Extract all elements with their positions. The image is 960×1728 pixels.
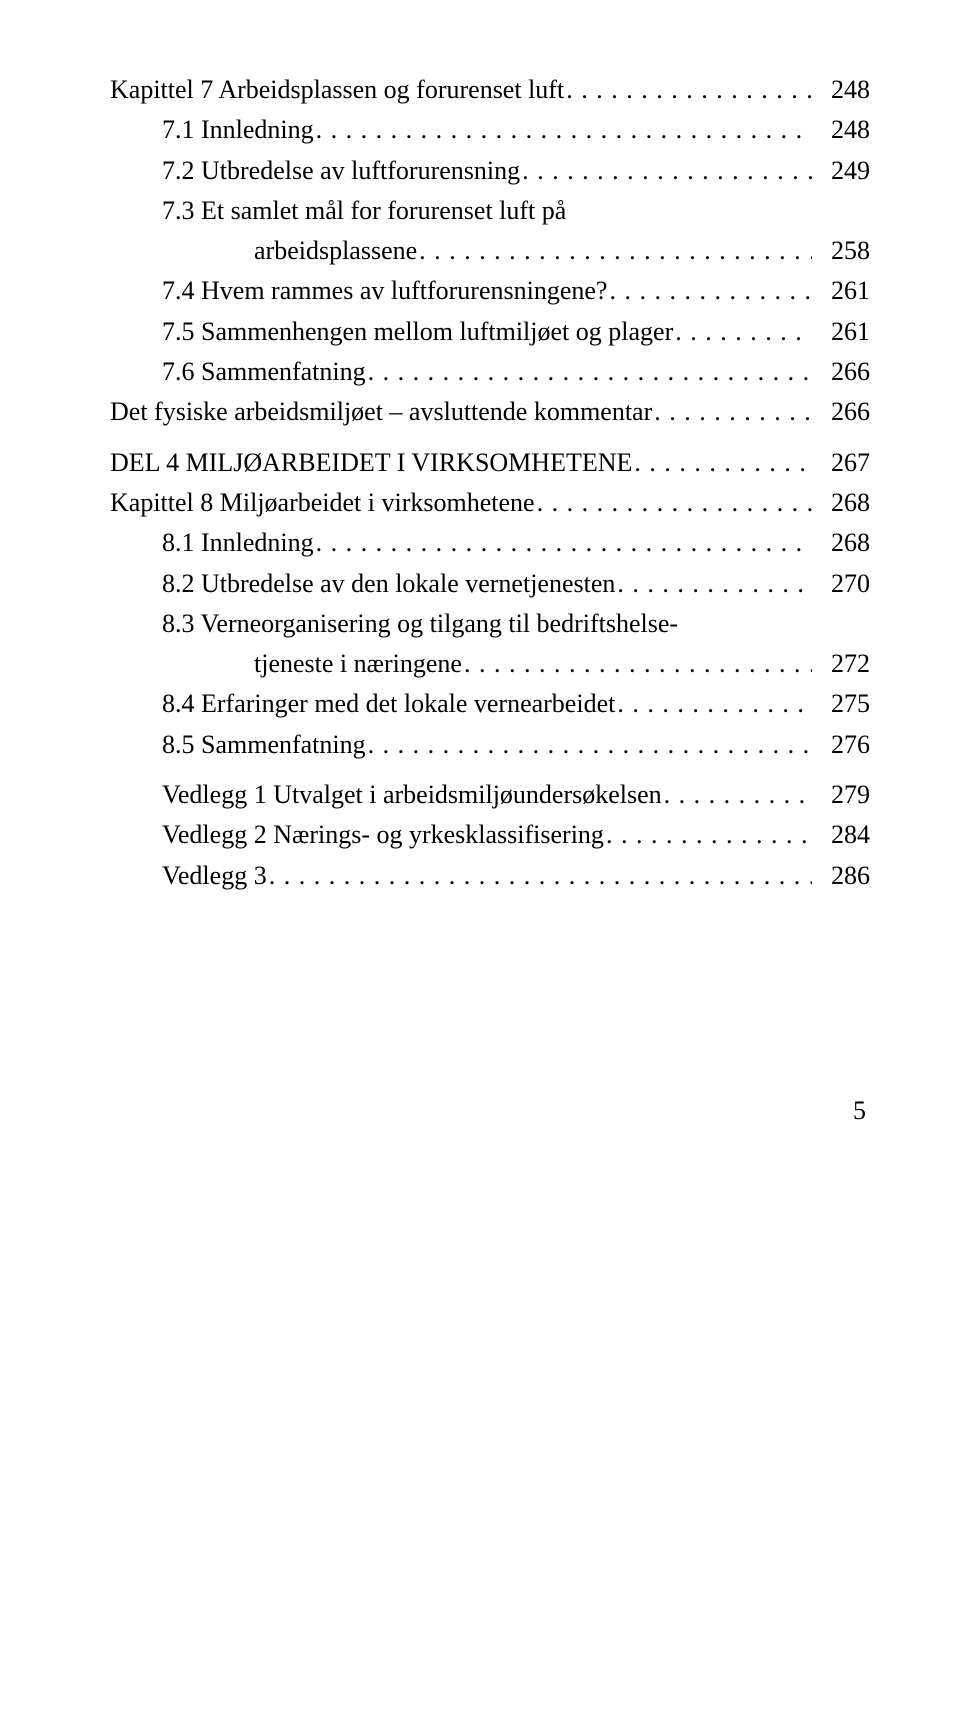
toc-row: 8.2 Utbredelse av den lokale vernetjenes… (110, 564, 870, 604)
toc-page: 279 (814, 775, 870, 815)
toc-leader-dots (419, 231, 812, 271)
toc-page: 272 (814, 644, 870, 684)
toc-label: 7.3 Et samlet mål for forurenset luft på (110, 191, 566, 231)
toc-page: 248 (814, 110, 870, 150)
toc-row: DEL 4 MILJØARBEIDET I VIRKSOMHETENE 267 (110, 443, 870, 483)
toc-row: 8.4 Erfaringer med det lokale vernearbei… (110, 684, 870, 724)
toc-leader-dots (654, 392, 812, 432)
page-number: 5 (110, 1096, 870, 1126)
toc-row: tjeneste i næringene 272 (110, 644, 870, 684)
toc-leader-dots (269, 856, 812, 896)
toc-page: 248 (814, 70, 870, 110)
toc-leader-dots (606, 815, 812, 855)
toc-page: 276 (814, 725, 870, 765)
toc-page: 249 (814, 151, 870, 191)
toc-leader-dots (634, 443, 812, 483)
toc-label: Vedlegg 3 (110, 856, 267, 896)
table-of-contents: Kapittel 7 Arbeidsplassen og forurenset … (110, 70, 870, 896)
toc-page: 286 (814, 856, 870, 896)
toc-row: 7.2 Utbredelse av luftforurensning 249 (110, 151, 870, 191)
toc-page: 284 (814, 815, 870, 855)
toc-leader-dots (537, 483, 812, 523)
toc-page: 275 (814, 684, 870, 724)
toc-row: 7.5 Sammenhengen mellom luftmiljøet og p… (110, 312, 870, 352)
toc-page: 268 (814, 483, 870, 523)
toc-leader-dots (316, 523, 812, 563)
toc-leader-dots (522, 151, 812, 191)
toc-row: 7.1 Innledning 248 (110, 110, 870, 150)
toc-label: DEL 4 MILJØARBEIDET I VIRKSOMHETENE (110, 443, 632, 483)
toc-page: 270 (814, 564, 870, 604)
toc-label: 8.4 Erfaringer med det lokale vernearbei… (110, 684, 615, 724)
toc-row: 8.5 Sammenfatning 276 (110, 725, 870, 765)
toc-page: 258 (814, 231, 870, 271)
toc-leader-dots (316, 110, 812, 150)
toc-row: Kapittel 7 Arbeidsplassen og forurenset … (110, 70, 870, 110)
toc-row: Vedlegg 1 Utvalget i arbeidsmiljøundersø… (110, 775, 870, 815)
toc-label: 8.2 Utbredelse av den lokale vernetjenes… (110, 564, 615, 604)
toc-leader-dots (617, 684, 812, 724)
toc-row: arbeidsplassene 258 (110, 231, 870, 271)
toc-leader-dots (664, 775, 812, 815)
toc-row: 7.4 Hvem rammes av luftforurensningene? 2… (110, 271, 870, 311)
toc-leader-dots (566, 70, 812, 110)
toc-leader-dots (609, 271, 812, 311)
toc-leader-dots (368, 352, 812, 392)
toc-label: 7.6 Sammenfatning (110, 352, 366, 392)
toc-leader-dots (464, 644, 812, 684)
toc-label: 8.3 Verneorganisering og tilgang til bed… (110, 604, 678, 644)
toc-label: Vedlegg 1 Utvalget i arbeidsmiljøundersø… (110, 775, 662, 815)
toc-page: 268 (814, 523, 870, 563)
toc-label: Kapittel 7 Arbeidsplassen og forurenset … (110, 70, 564, 110)
toc-row: Det fysiske arbeidsmiljøet – avsluttende… (110, 392, 870, 432)
toc-row: Vedlegg 3 286 (110, 856, 870, 896)
toc-label: 8.5 Sammenfatning (110, 725, 366, 765)
toc-leader-dots (675, 312, 812, 352)
toc-label: Vedlegg 2 Nærings- og yrkesklassifiserin… (110, 815, 604, 855)
toc-page: 261 (814, 312, 870, 352)
toc-row: 8.3 Verneorganisering og tilgang til bed… (110, 604, 870, 644)
toc-label: Kapittel 8 Miljøarbeidet i virksomhetene (110, 483, 535, 523)
toc-label: 8.1 Innledning (110, 523, 314, 563)
toc-label: 7.2 Utbredelse av luftforurensning (110, 151, 520, 191)
toc-row: 7.6 Sammenfatning 266 (110, 352, 870, 392)
toc-label: tjeneste i næringene (110, 644, 462, 684)
toc-page: 266 (814, 352, 870, 392)
toc-page: 266 (814, 392, 870, 432)
toc-label: 7.4 Hvem rammes av luftforurensningene? (110, 271, 607, 311)
toc-row: Kapittel 8 Miljøarbeidet i virksomhetene… (110, 483, 870, 523)
toc-row: Vedlegg 2 Nærings- og yrkesklassifiserin… (110, 815, 870, 855)
toc-page: 261 (814, 271, 870, 311)
toc-row: 7.3 Et samlet mål for forurenset luft på (110, 191, 870, 231)
toc-label: Det fysiske arbeidsmiljøet – avsluttende… (110, 392, 652, 432)
toc-row: 8.1 Innledning 268 (110, 523, 870, 563)
toc-leader-dots (368, 725, 812, 765)
toc-page: 267 (814, 443, 870, 483)
toc-leader-dots (617, 564, 812, 604)
toc-label: 7.5 Sammenhengen mellom luftmiljøet og p… (110, 312, 673, 352)
toc-label: arbeidsplassene (110, 231, 417, 271)
toc-label: 7.1 Innledning (110, 110, 314, 150)
